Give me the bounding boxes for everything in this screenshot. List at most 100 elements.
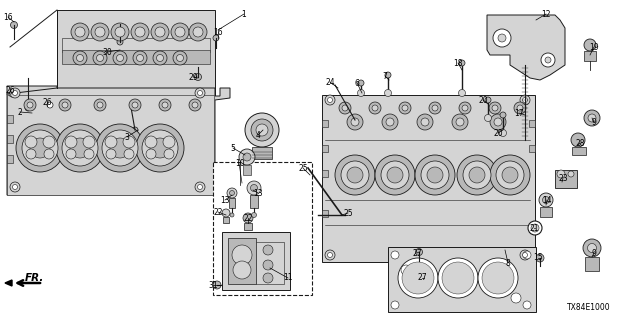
Text: 23: 23: [558, 173, 568, 182]
Text: 20: 20: [493, 129, 503, 138]
Circle shape: [499, 130, 506, 137]
Bar: [322, 210, 328, 217]
Circle shape: [83, 136, 95, 148]
Circle shape: [456, 118, 464, 126]
Circle shape: [164, 149, 174, 159]
Text: 16: 16: [3, 12, 13, 21]
Circle shape: [415, 155, 455, 195]
Text: FR.: FR.: [25, 273, 44, 283]
Bar: [529, 120, 535, 127]
Circle shape: [73, 51, 87, 65]
Circle shape: [401, 265, 411, 275]
Circle shape: [427, 167, 443, 183]
Circle shape: [399, 102, 411, 114]
Circle shape: [132, 127, 138, 133]
Circle shape: [500, 112, 506, 118]
Circle shape: [494, 118, 502, 126]
Circle shape: [153, 51, 167, 65]
Circle shape: [402, 262, 434, 294]
Circle shape: [571, 133, 585, 147]
Circle shape: [222, 209, 230, 217]
Circle shape: [71, 23, 89, 41]
Bar: [223, 217, 229, 223]
Circle shape: [117, 39, 123, 45]
Bar: [213, 162, 312, 295]
Circle shape: [256, 124, 268, 136]
Circle shape: [328, 252, 333, 258]
Circle shape: [588, 114, 596, 122]
Circle shape: [489, 102, 501, 114]
Circle shape: [227, 188, 237, 198]
Circle shape: [131, 23, 149, 41]
Circle shape: [135, 27, 145, 37]
Circle shape: [335, 155, 375, 195]
Circle shape: [522, 98, 527, 102]
Text: 27: 27: [412, 249, 422, 258]
Circle shape: [44, 149, 54, 159]
Circle shape: [457, 155, 497, 195]
Circle shape: [417, 114, 433, 130]
Text: 4: 4: [255, 131, 260, 140]
Circle shape: [62, 130, 98, 166]
Text: 7: 7: [383, 71, 387, 81]
Text: 29: 29: [188, 73, 198, 82]
Text: 1: 1: [242, 10, 246, 19]
Text: 16: 16: [213, 28, 223, 36]
Circle shape: [420, 275, 428, 282]
Circle shape: [539, 193, 553, 207]
Circle shape: [70, 138, 90, 158]
Text: 12: 12: [541, 10, 551, 19]
Text: 22: 22: [243, 213, 253, 222]
Circle shape: [124, 149, 134, 159]
Circle shape: [102, 130, 138, 166]
Text: 26: 26: [42, 98, 52, 107]
Bar: [529, 145, 535, 152]
Circle shape: [375, 155, 415, 195]
Circle shape: [263, 273, 273, 283]
Circle shape: [347, 167, 363, 183]
Circle shape: [155, 27, 165, 37]
Circle shape: [429, 102, 441, 114]
Bar: [7, 95, 214, 195]
Text: 3: 3: [125, 132, 129, 141]
Circle shape: [239, 149, 255, 165]
Circle shape: [358, 90, 365, 97]
Bar: [252, 147, 272, 159]
Circle shape: [391, 251, 399, 259]
Text: 28: 28: [575, 139, 585, 148]
Circle shape: [541, 53, 555, 67]
Circle shape: [110, 138, 130, 158]
Circle shape: [25, 105, 31, 111]
Circle shape: [459, 60, 465, 66]
Circle shape: [517, 105, 523, 111]
Circle shape: [247, 181, 261, 195]
Polygon shape: [7, 86, 230, 195]
Circle shape: [358, 80, 364, 86]
Circle shape: [171, 23, 189, 41]
Text: 14: 14: [542, 196, 552, 204]
Circle shape: [485, 97, 491, 103]
Circle shape: [189, 99, 201, 111]
Circle shape: [105, 136, 117, 148]
Circle shape: [115, 27, 125, 37]
Polygon shape: [5, 280, 12, 286]
Bar: [62, 38, 210, 52]
Circle shape: [498, 34, 506, 42]
Bar: [256, 242, 284, 284]
Circle shape: [588, 244, 596, 252]
Bar: [388, 247, 536, 312]
Circle shape: [146, 149, 156, 159]
Text: 13: 13: [220, 196, 230, 204]
Circle shape: [151, 23, 169, 41]
Circle shape: [97, 54, 104, 61]
Circle shape: [94, 99, 106, 111]
Circle shape: [47, 102, 53, 108]
Circle shape: [189, 23, 207, 41]
Circle shape: [163, 136, 175, 148]
Circle shape: [136, 54, 143, 61]
Circle shape: [213, 281, 221, 289]
Text: 18: 18: [453, 59, 463, 68]
Bar: [7, 155, 13, 163]
Circle shape: [10, 182, 20, 192]
Circle shape: [432, 105, 438, 111]
